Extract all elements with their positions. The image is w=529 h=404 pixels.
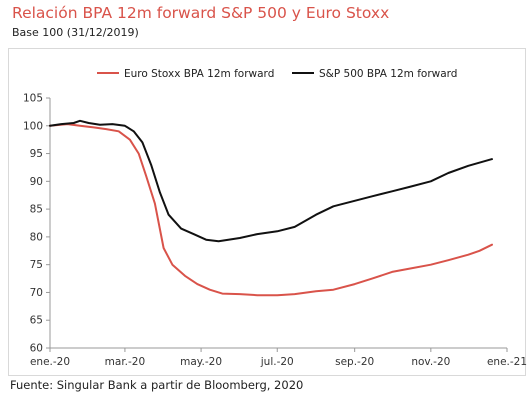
source-note: Fuente: Singular Bank a partir de Bloomb… [10, 378, 304, 392]
y-tick-label: 90 [30, 176, 43, 188]
x-tick-label: ene.-21 [487, 356, 527, 368]
chart-title: Relación BPA 12m forward S&P 500 y Euro … [12, 4, 390, 22]
x-tick-label: may.-20 [180, 356, 222, 368]
legend-label: Euro Stoxx BPA 12m forward [124, 68, 274, 80]
series-line-sp500 [49, 119, 493, 243]
chart-frame: 60 65 70 75 80 85 90 95 100 105 ene.-20 mar.-20 may.… [8, 48, 527, 376]
y-tick-label: 70 [30, 287, 43, 299]
y-tick-label: 60 [30, 343, 43, 355]
line-chart: 60 65 70 75 80 85 90 95 100 105 ene.-20 mar.-20 may.… [23, 68, 527, 368]
x-tick-label: nov.-20 [411, 356, 450, 368]
y-tick-label: 105 [23, 93, 43, 105]
y-tick-label: 85 [30, 204, 43, 216]
y-tick-label: 100 [23, 120, 43, 132]
series-line-euro-stoxx [49, 123, 493, 297]
x-tick-label: sep.-20 [335, 356, 374, 368]
chart-subtitle: Base 100 (31/12/2019) [12, 26, 139, 39]
x-tick-label: ene.-20 [30, 356, 70, 368]
y-tick-label: 95 [30, 148, 43, 160]
legend-label: S&P 500 BPA 12m forward [319, 68, 457, 80]
x-tick-label: mar.-20 [105, 356, 146, 368]
y-tick-label: 75 [30, 259, 43, 271]
x-tick-label: jul.-20 [260, 356, 294, 368]
y-tick-label: 65 [30, 315, 43, 327]
y-tick-label: 80 [30, 231, 43, 243]
